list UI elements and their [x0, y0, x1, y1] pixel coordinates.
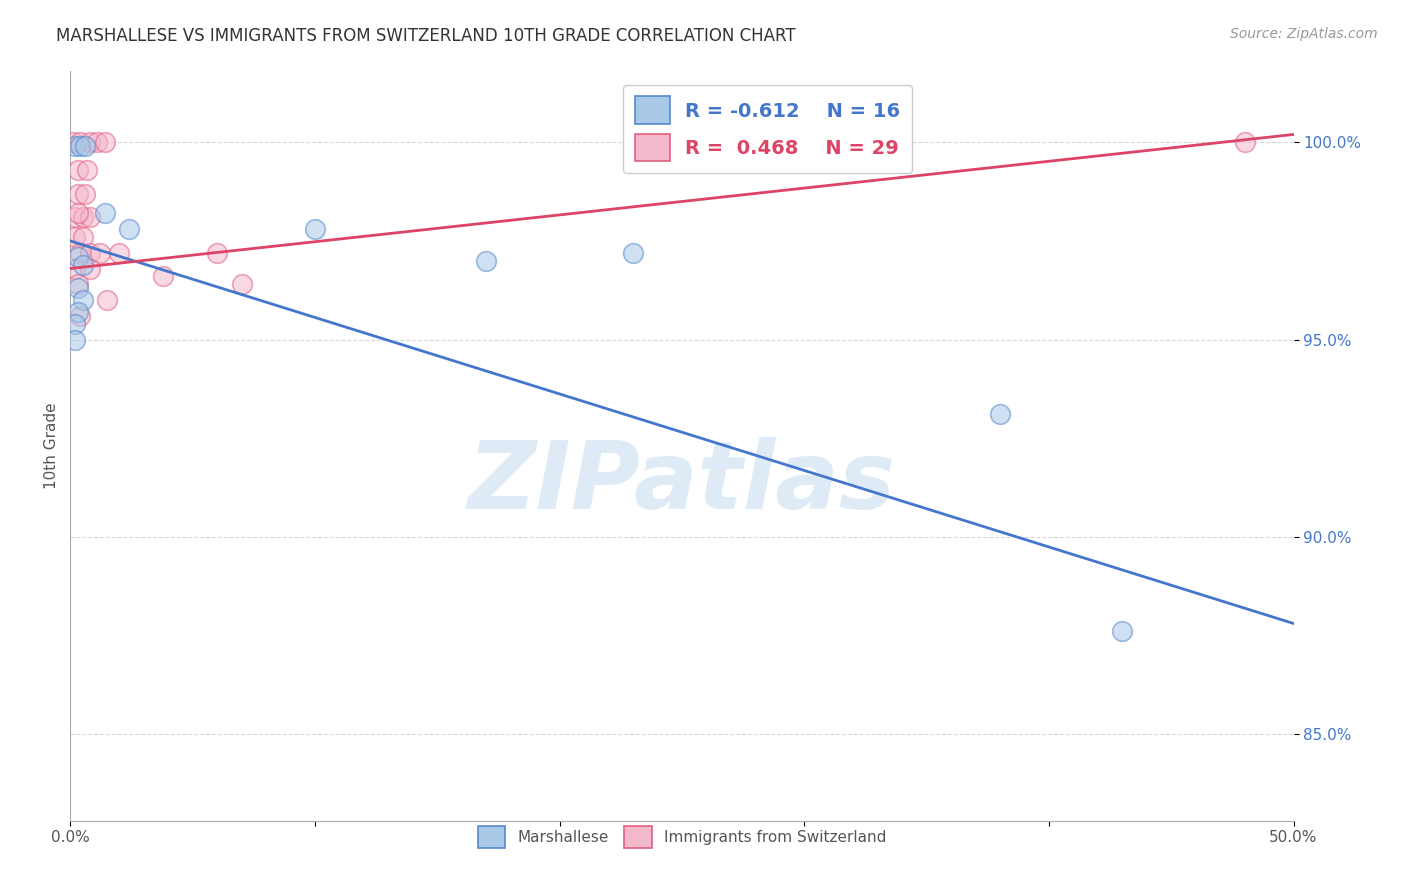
Point [66, 250, 89, 264]
Point [231, 277, 253, 292]
Point [79, 136, 101, 150]
Point [86, 136, 108, 150]
Point [63, 211, 86, 225]
Point [69, 136, 91, 150]
Point [304, 222, 326, 236]
Point [1233, 136, 1256, 150]
Point [69, 139, 91, 153]
Point [79, 245, 101, 260]
Point [621, 245, 644, 260]
Point [108, 245, 131, 260]
Point [118, 222, 141, 236]
Point [89, 245, 111, 260]
Point [66, 186, 89, 201]
Point [69, 309, 91, 323]
Legend: Marshallese, Immigrants from Switzerland: Marshallese, Immigrants from Switzerland [471, 821, 893, 855]
Point [79, 211, 101, 225]
Point [72, 230, 94, 244]
Point [1111, 624, 1133, 639]
Point [72, 211, 94, 225]
Point [647, 136, 669, 150]
Point [73, 139, 96, 153]
Point [63, 317, 86, 331]
Point [69, 245, 91, 260]
Point [66, 277, 89, 292]
Point [152, 269, 174, 284]
Point [76, 163, 98, 178]
Point [66, 305, 89, 319]
Point [93, 136, 115, 150]
Point [63, 333, 86, 347]
Point [63, 261, 86, 276]
Text: ZIPatlas: ZIPatlas [468, 437, 896, 530]
Point [93, 206, 115, 220]
Point [73, 186, 96, 201]
Point [79, 261, 101, 276]
Point [72, 293, 94, 307]
Point [72, 258, 94, 272]
Y-axis label: 10th Grade: 10th Grade [44, 402, 59, 490]
Point [988, 408, 1011, 422]
Text: MARSHALLESE VS IMMIGRANTS FROM SWITZERLAND 10TH GRADE CORRELATION CHART: MARSHALLESE VS IMMIGRANTS FROM SWITZERLA… [56, 27, 796, 45]
Text: Source: ZipAtlas.com: Source: ZipAtlas.com [1230, 27, 1378, 41]
Point [63, 139, 86, 153]
Point [66, 163, 89, 178]
Point [66, 206, 89, 220]
Point [63, 230, 86, 244]
Point [205, 245, 228, 260]
Point [62, 136, 84, 150]
Point [475, 253, 498, 268]
Point [96, 293, 118, 307]
Point [66, 281, 89, 295]
